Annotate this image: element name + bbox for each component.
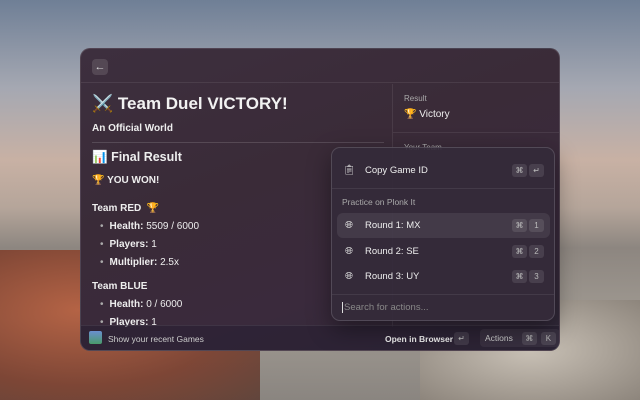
team-stats: Health: 0 / 6000 Players: 1 <box>100 299 381 328</box>
stat-label: Health: <box>109 299 144 310</box>
item-label: Copy Game ID <box>365 165 428 176</box>
actions-label: Actions <box>485 333 513 343</box>
stat-value: 2.5x <box>160 257 179 268</box>
bar-chart-icon: 📊 <box>92 150 108 164</box>
result-value-text: Victory <box>419 109 450 120</box>
stat-value: 1 <box>151 239 157 250</box>
round-item[interactable]: 🌐︎ Round 2: SE ⌘ 2 <box>337 239 550 264</box>
enter-key-icon: ↵ <box>454 332 469 345</box>
arrow-left-icon[interactable]: ← <box>92 59 108 75</box>
divider <box>332 188 554 189</box>
item-label: Round 2: SE <box>365 246 419 257</box>
team-heading: Team BLUE <box>92 281 381 292</box>
crossed-swords-icon: ⚔️ <box>92 94 114 113</box>
recent-games-text: Show your recent Games <box>108 334 204 344</box>
divider <box>393 132 559 133</box>
divider <box>332 294 554 295</box>
page-title: ⚔️ Team Duel VICTORY! <box>92 94 381 114</box>
list-item: Health: 5509 / 6000 <box>100 221 381 232</box>
open-in-browser-button[interactable]: Open in Browser <box>385 334 454 344</box>
enter-key-icon: ↵ <box>529 164 544 177</box>
actions-popup: 📋︎ Copy Game ID ⌘ ↵ Practice on Plonk It … <box>331 147 555 321</box>
won-text: YOU WON! <box>107 175 160 186</box>
team-name: Team BLUE <box>92 281 148 292</box>
team-name: Team RED <box>92 203 142 214</box>
item-label: Round 3: UY <box>365 271 420 282</box>
list-item: Players: 1 <box>100 239 381 250</box>
round-item[interactable]: 🌐︎ Round 3: UY ⌘ 3 <box>337 264 550 289</box>
item-label: Round 1: MX <box>365 220 421 231</box>
section-label: Practice on Plonk It <box>342 197 416 207</box>
command-key-icon: ⌘ <box>512 219 527 232</box>
k-key: K <box>540 331 556 345</box>
stat-label: Players: <box>109 317 149 328</box>
search-input[interactable]: Search for actions... <box>342 302 429 313</box>
stat-value: 0 / 6000 <box>146 299 183 310</box>
shortcut-key: 1 <box>529 219 544 232</box>
toolbar: ← <box>81 49 559 83</box>
stat-label: Players: <box>109 239 149 250</box>
section-title-text: Final Result <box>111 150 182 164</box>
avatar <box>89 331 102 344</box>
globe-icon: 🌐︎ <box>345 271 353 282</box>
team-heading: Team RED 🏆 <box>92 203 381 214</box>
command-key-icon: ⌘ <box>512 164 527 177</box>
result-value: 🏆 Victory <box>404 109 559 120</box>
trophy-icon: 🏆 <box>146 203 160 214</box>
result-label: Result <box>404 94 427 103</box>
result-text: 🏆 YOU WON! <box>92 175 381 186</box>
section-title: 📊 Final Result <box>92 150 381 165</box>
subtitle: An Official World <box>92 123 173 134</box>
command-key-icon: ⌘ <box>512 245 527 258</box>
stat-label: Multiplier: <box>109 257 158 268</box>
globe-icon: 🌐︎ <box>345 246 353 257</box>
list-item: Players: 1 <box>100 317 381 328</box>
command-key-icon: ⌘ <box>521 331 537 345</box>
shortcut-key: 3 <box>529 270 544 283</box>
stat-label: Health: <box>109 221 144 232</box>
actions-button[interactable]: Actions ⌘ K <box>480 329 559 347</box>
action-bar: Show your recent Games Open in Browser ↵… <box>81 325 559 350</box>
trophy-icon: 🏆 <box>404 109 417 120</box>
title-text: Team Duel VICTORY! <box>117 94 288 113</box>
copy-game-id-item[interactable]: 📋︎ Copy Game ID ⌘ ↵ <box>337 158 550 183</box>
list-item: Multiplier: 2.5x <box>100 257 381 268</box>
team-stats: Health: 5509 / 6000 Players: 1 Multiplie… <box>100 221 381 268</box>
shortcut-key: 2 <box>529 245 544 258</box>
stat-value: 5509 / 6000 <box>146 221 200 232</box>
detail-content: ⚔️ Team Duel VICTORY! An Official World … <box>81 84 392 328</box>
command-key-icon: ⌘ <box>512 270 527 283</box>
trophy-icon: 🏆 <box>92 175 105 186</box>
round-item[interactable]: 🌐︎ Round 1: MX ⌘ 1 <box>337 213 550 238</box>
globe-icon: 🌐︎ <box>345 220 353 231</box>
list-item: Health: 0 / 6000 <box>100 299 381 310</box>
clipboard-icon: 📋︎ <box>343 165 356 176</box>
divider <box>92 142 384 143</box>
stat-value: 1 <box>151 317 157 328</box>
